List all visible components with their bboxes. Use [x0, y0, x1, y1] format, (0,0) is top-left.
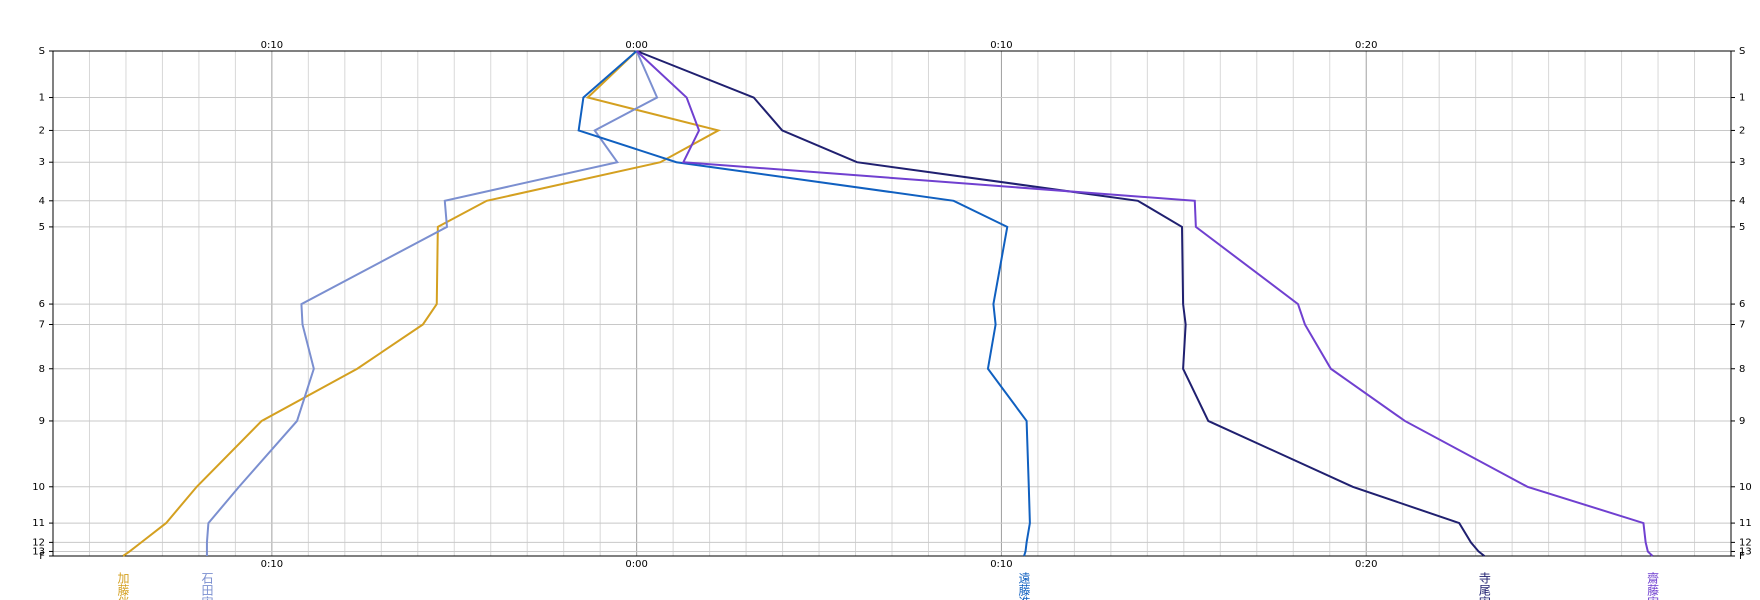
- y-tick-label: 1: [39, 93, 45, 104]
- series-name-label: 齋藤実: [1646, 571, 1660, 600]
- y-tick-label: 13: [32, 546, 45, 557]
- series-line: [635, 50, 1654, 557]
- x-tick-label: 0:10: [261, 40, 283, 51]
- series-name-label: 遠藤進: [1017, 572, 1031, 600]
- y-tick-label: 12: [1739, 537, 1752, 548]
- y-tick-label: 6: [1739, 299, 1745, 310]
- y-tick-label: 6: [39, 299, 45, 310]
- series-name-label: 石田実: [200, 572, 214, 600]
- y-tick-label: 2: [39, 125, 45, 136]
- series-line: [205, 50, 659, 556]
- plot-border: [52, 50, 1732, 557]
- x-tick-label: 0:10: [990, 40, 1012, 51]
- y-tick-label: S: [39, 46, 45, 57]
- x-tick-label: 0:20: [1355, 40, 1377, 51]
- x-tick-label: 0:00: [625, 40, 647, 51]
- y-tick-label: F: [1739, 551, 1745, 562]
- y-tick-label: 4: [39, 196, 45, 207]
- x-tick-label: 0:20: [1355, 559, 1377, 570]
- y-tick-label: 5: [39, 222, 45, 233]
- y-tick-label: 12: [32, 537, 45, 548]
- y-tick-label: 3: [39, 157, 45, 168]
- series-name-label: 加藤伴: [116, 572, 130, 600]
- y-tick-label: S: [1739, 46, 1745, 57]
- y-tick-label: 7: [39, 319, 45, 330]
- y-tick-label: 8: [39, 364, 45, 375]
- y-tick-label: 10: [32, 482, 45, 493]
- series-line: [636, 50, 1486, 557]
- y-tick-label: 10: [1739, 482, 1752, 493]
- y-tick-label: 8: [1739, 364, 1745, 375]
- y-tick-label: 1: [1739, 93, 1745, 104]
- y-tick-label: 7: [1739, 319, 1745, 330]
- series-line: [577, 50, 1031, 557]
- series-name-label: 寺尾実: [1477, 572, 1491, 600]
- x-tick-label: 0:10: [261, 559, 283, 570]
- x-tick-label: 0:10: [990, 559, 1012, 570]
- y-tick-label: 11: [1739, 518, 1752, 529]
- y-tick-label: 2: [1739, 125, 1745, 136]
- y-tick-label: F: [39, 551, 45, 562]
- y-tick-label: 3: [1739, 157, 1745, 168]
- y-tick-label: 13: [1739, 546, 1752, 557]
- x-tick-label: 0:00: [625, 559, 647, 570]
- y-tick-label: 9: [1739, 416, 1745, 427]
- y-tick-label: 4: [1739, 196, 1745, 207]
- series-line: [122, 50, 722, 557]
- y-tick-label: 11: [32, 518, 45, 529]
- y-tick-label: 9: [39, 416, 45, 427]
- y-tick-label: 5: [1739, 222, 1745, 233]
